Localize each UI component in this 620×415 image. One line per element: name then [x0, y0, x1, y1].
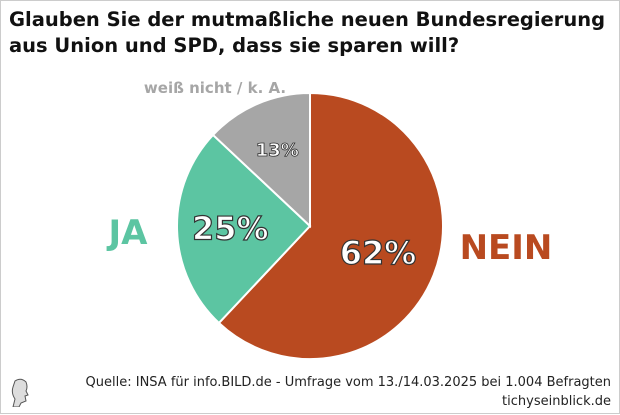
slice-value-label: 13% — [256, 140, 299, 161]
chart-title: Glauben Sie der mutmaßliche neuen Bundes… — [9, 8, 606, 57]
slice-value-label: 62% — [340, 234, 417, 272]
slice-value-label: 25% — [192, 210, 269, 248]
source-text: Quelle: INSA für info.BILD.de - Umfrage … — [85, 375, 611, 390]
slice-category-label: JA — [107, 213, 149, 253]
pie-slice-1 — [176, 133, 312, 325]
slice-category-label: NEIN — [460, 228, 553, 268]
site-name: tichyseinblick.de — [502, 394, 611, 409]
pie-slice-0 — [217, 91, 444, 360]
pie-slice-2 — [211, 91, 311, 229]
logo-head-icon — [11, 378, 29, 407]
source-note: Quelle: INSA für info.BILD.de - Umfrage … — [86, 373, 611, 411]
slice-category-label: weiß nicht / k. A. — [144, 79, 286, 97]
